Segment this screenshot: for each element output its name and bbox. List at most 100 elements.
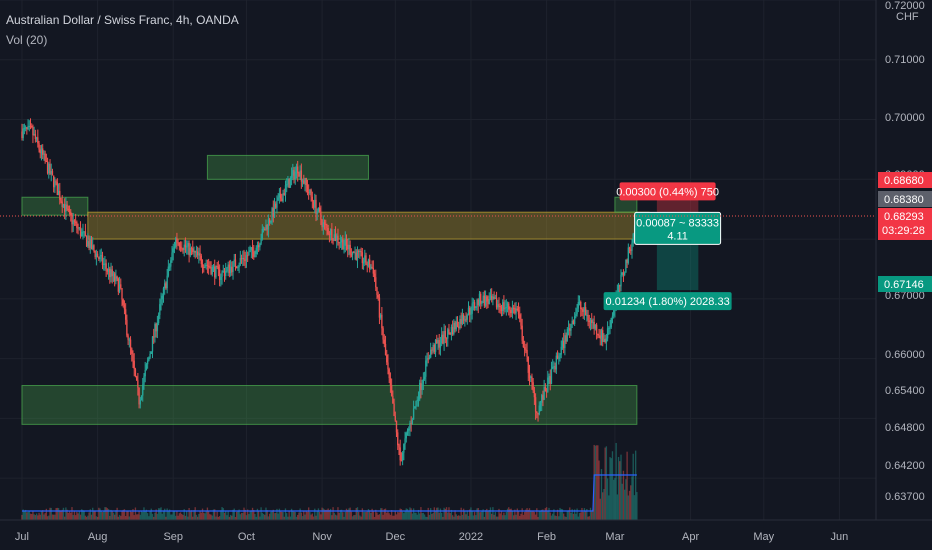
- volume-bar: [538, 511, 540, 520]
- candle-body: [168, 266, 171, 268]
- volume-bar: [587, 516, 589, 520]
- candle-body: [300, 170, 303, 182]
- candle-body: [340, 239, 343, 243]
- candle-body: [140, 395, 143, 400]
- candle-body: [577, 302, 579, 309]
- volume-bar: [389, 514, 392, 520]
- price-axis[interactable]: 0.720000.710000.700000.690000.670000.660…: [875, 0, 932, 550]
- candle-body: [412, 408, 415, 420]
- candle-body: [225, 271, 227, 277]
- candle-body: [29, 125, 32, 127]
- candle-body: [495, 297, 498, 308]
- volume-bar: [589, 507, 592, 520]
- time-tick-label: Feb: [537, 531, 556, 543]
- grid-lines: [0, 0, 876, 520]
- volume-bar: [29, 513, 32, 520]
- volume-bar: [462, 508, 465, 520]
- candle-body: [393, 403, 395, 417]
- candle-body: [37, 137, 39, 144]
- candle-body: [112, 273, 115, 277]
- candle-body: [312, 201, 315, 208]
- candle-body: [72, 220, 74, 225]
- candle-body: [449, 332, 451, 335]
- volume-bar: [85, 516, 88, 520]
- candle-body: [589, 320, 592, 323]
- candle-body: [161, 295, 163, 300]
- volume-bar: [332, 507, 334, 520]
- volume-bar: [532, 510, 534, 520]
- volume-bar: [306, 511, 309, 520]
- volume-bar: [104, 507, 106, 520]
- volume-bar: [397, 511, 399, 520]
- candle-body: [520, 318, 522, 326]
- candle-body: [581, 309, 583, 311]
- volume-bar: [582, 511, 584, 520]
- candle-body: [482, 295, 484, 303]
- candle-body: [220, 276, 222, 281]
- volume-bar: [256, 508, 259, 520]
- candle-body: [437, 340, 439, 344]
- candle-body: [450, 327, 453, 335]
- volume-bar: [286, 513, 288, 520]
- candle-body: [433, 344, 436, 352]
- time-axis[interactable]: Jul Aug Sep Oct Nov Dec 2022 Feb Mar Apr May Jun: [0, 519, 932, 550]
- volume-bar: [450, 509, 453, 520]
- time-tick-label: Jun: [831, 531, 849, 543]
- volume-bar: [584, 510, 587, 520]
- volume-bar: [456, 515, 459, 520]
- symbol-title[interactable]: Australian Dollar / Swiss Franc, 4h, OAN…: [6, 13, 239, 27]
- volume-bar: [517, 510, 520, 520]
- candle-body: [421, 383, 423, 390]
- volume-bar: [51, 514, 54, 520]
- volume-bar: [372, 511, 375, 520]
- candle-body: [87, 241, 89, 247]
- volume-bar: [279, 511, 282, 520]
- candle-body: [103, 263, 105, 265]
- volume-bar: [128, 516, 130, 520]
- indicator-label[interactable]: Vol (20): [6, 33, 48, 47]
- candle-body: [212, 266, 215, 268]
- candle-body: [483, 295, 486, 306]
- candle-body: [360, 251, 362, 253]
- candle-body: [471, 303, 473, 314]
- candle-body: [268, 219, 271, 223]
- candle-body: [475, 306, 477, 308]
- candle-body: [204, 265, 206, 268]
- candle-body: [367, 259, 370, 266]
- volume-bar: [151, 513, 154, 520]
- candle-body: [185, 246, 188, 248]
- candle-body: [559, 354, 561, 358]
- volume-bar: [533, 511, 536, 520]
- candle-body: [605, 338, 608, 343]
- volume-bar: [400, 509, 403, 520]
- volume-bar: [542, 509, 544, 520]
- candle-body: [216, 265, 218, 267]
- volume-bar: [284, 508, 287, 520]
- candle-body: [127, 335, 129, 340]
- candle-body: [51, 171, 54, 176]
- candle-body: [226, 267, 228, 272]
- volume-bar: [430, 508, 432, 520]
- currency-label: CHF: [896, 11, 919, 23]
- candle-body: [375, 277, 377, 288]
- volume-bar: [359, 515, 361, 520]
- candle-body: [227, 264, 229, 268]
- candle-body: [270, 220, 272, 223]
- volume-bar: [105, 507, 107, 520]
- candle-body: [487, 301, 489, 304]
- volume-bar: [101, 512, 104, 520]
- candle-body: [327, 228, 329, 235]
- volume-bar: [318, 511, 321, 520]
- volume-bar: [123, 509, 126, 520]
- candle-body: [355, 252, 357, 261]
- volume-bar: [420, 507, 422, 520]
- candle-body: [233, 259, 235, 262]
- candle-body: [398, 445, 400, 448]
- volume-bar: [84, 515, 87, 520]
- candle-body: [62, 204, 65, 208]
- volume-bar: [223, 512, 226, 520]
- volume-bar: [43, 514, 45, 520]
- candle-body: [218, 269, 221, 281]
